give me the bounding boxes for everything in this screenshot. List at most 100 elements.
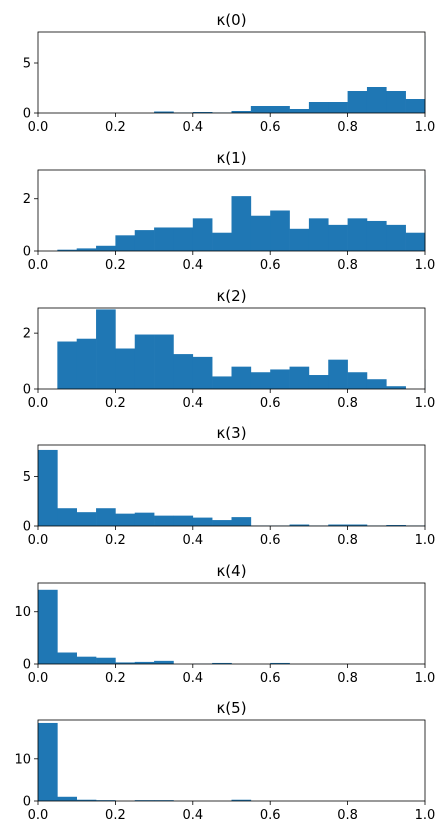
x-tick-label: 0.6: [260, 671, 281, 686]
x-tick-label: 0.8: [337, 396, 358, 411]
histogram-bar: [38, 722, 58, 801]
histogram-bar: [231, 517, 252, 526]
histogram-bar: [231, 799, 252, 801]
histogram-bar: [212, 520, 232, 526]
x-tick-label: 0.0: [28, 533, 49, 548]
histogram-bar: [289, 524, 310, 526]
x-tick-label: 1.0: [415, 533, 436, 548]
x-tick-label: 0.8: [337, 120, 358, 135]
histogram-bar: [57, 652, 77, 664]
x-tick-label: 0.4: [182, 258, 203, 273]
histogram-panel-2: κ(2) 0.0 0.2 0.4 0.6 0.8 1.0 0 2: [23, 287, 436, 411]
histogram-bar: [231, 111, 252, 113]
panel-title: κ(1): [216, 149, 246, 167]
histogram-bar: [192, 112, 213, 113]
histogram-bar: [173, 354, 194, 389]
x-tick-label: 0.8: [337, 671, 358, 686]
panel-title: κ(2): [216, 287, 246, 305]
x-tick-label: 0.2: [105, 258, 126, 273]
histogram-bar: [96, 657, 116, 664]
histogram-bar: [328, 524, 348, 526]
x-tick-label: 1.0: [415, 120, 436, 135]
x-tick-label: 0.4: [182, 120, 203, 135]
histogram-bar: [250, 215, 271, 251]
histogram-panel-1: κ(1) 0.0 0.2 0.4 0.6 0.8 1.0 0 2: [23, 149, 436, 273]
histogram-bar: [192, 517, 213, 526]
y-tick-label: 0: [23, 795, 31, 810]
plot-frame: [37, 307, 426, 390]
x-tick-label: 0.6: [260, 808, 281, 823]
y-tick-label: 2: [23, 327, 31, 342]
histogram-bar: [386, 525, 406, 526]
histogram-bar: [38, 589, 58, 664]
histogram-bar: [308, 218, 329, 251]
histogram-bar: [173, 515, 194, 526]
y-tick-label: 0: [23, 245, 31, 260]
histogram-bar: [270, 662, 290, 664]
y-tick-label: 5: [23, 470, 31, 485]
x-tick-label: 0.4: [182, 533, 203, 548]
histogram-bar: [154, 227, 174, 251]
histogram-bar: [134, 800, 155, 801]
histogram-bar: [289, 109, 310, 113]
panel-title: κ(3): [216, 424, 246, 442]
y-tick-label: 10: [14, 752, 31, 767]
x-tick-label: 1.0: [415, 396, 436, 411]
histogram-bar: [250, 372, 271, 389]
histogram-bar: [212, 232, 232, 251]
histogram-panel-4: κ(4) 0.0 0.2 0.4 0.6 0.8 1.0 0 10: [14, 562, 435, 686]
histogram-bar: [347, 91, 368, 113]
histogram-panel-5: κ(5) 0.0 0.2 0.4 0.6 0.8 1.0 0 10: [14, 699, 435, 823]
histogram-bar: [328, 359, 348, 389]
histogram-bar: [328, 224, 348, 251]
y-tick-label: 0: [23, 658, 31, 673]
histogram-bar: [212, 662, 232, 664]
histogram-bar: [57, 796, 77, 801]
histogram-bar: [96, 800, 116, 801]
x-tick-label: 1.0: [415, 671, 436, 686]
y-tick-label: 0: [23, 520, 31, 535]
histogram-bar: [76, 799, 97, 801]
x-tick-label: 0.6: [260, 258, 281, 273]
histogram-bar: [134, 661, 155, 664]
x-tick-label: 0.2: [105, 808, 126, 823]
x-tick-label: 0.4: [182, 671, 203, 686]
histogram-bar: [308, 375, 329, 389]
histogram-bar: [154, 800, 174, 801]
x-tick-label: 0.2: [105, 120, 126, 135]
x-tick-label: 1.0: [415, 258, 436, 273]
histogram-bar: [96, 309, 116, 389]
histogram-bar: [386, 91, 406, 113]
histogram-bar: [212, 376, 232, 389]
histogram-bar: [192, 218, 213, 251]
x-tick-label: 0.0: [28, 258, 49, 273]
histogram-bar: [270, 106, 290, 113]
histogram-bar: [231, 366, 252, 389]
x-tick-label: 0.6: [260, 533, 281, 548]
x-tick-label: 0.2: [105, 671, 126, 686]
plot-frame: [37, 582, 426, 665]
x-tick-label: 0.0: [28, 120, 49, 135]
histogram-bar: [366, 87, 387, 113]
histogram-bar: [57, 341, 77, 389]
histogram-bar: [134, 334, 155, 389]
x-tick-label: 0.2: [105, 533, 126, 548]
histogram-bar: [154, 660, 174, 664]
x-tick-label: 0.6: [260, 396, 281, 411]
histogram-bar: [386, 224, 406, 251]
histogram-bar: [289, 366, 310, 389]
panel-title: κ(0): [216, 11, 246, 29]
x-tick-label: 1.0: [415, 808, 436, 823]
histogram-bar: [76, 248, 97, 251]
histogram-bar: [405, 232, 426, 251]
x-tick-label: 0.4: [182, 808, 203, 823]
histogram-bar: [154, 111, 174, 113]
y-tick-label: 0: [23, 107, 31, 122]
x-tick-label: 0.8: [337, 533, 358, 548]
y-tick-label: 5: [23, 57, 31, 72]
histogram-bar: [134, 230, 155, 251]
y-tick-label: 2: [23, 192, 31, 207]
histogram-bar: [405, 99, 426, 113]
histogram-bar: [115, 513, 136, 526]
